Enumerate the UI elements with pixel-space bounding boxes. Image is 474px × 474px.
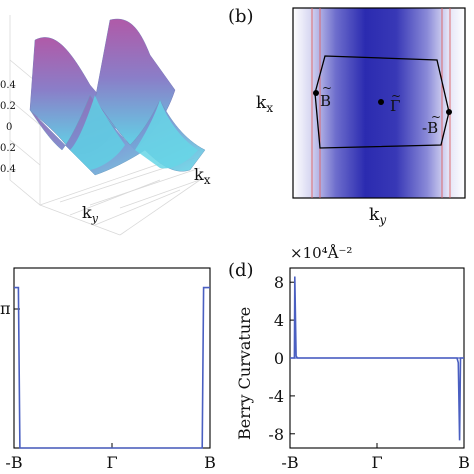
panel-d-series <box>290 276 464 441</box>
tick-label: 0 <box>6 122 12 133</box>
point-negB-label: -B <box>422 119 438 137</box>
surface-valley-left <box>70 95 125 170</box>
panel-a-x-axis-label: ky <box>82 203 99 225</box>
panel-c-plot: π -B Γ B <box>0 267 216 472</box>
surface-valley-right <box>135 100 198 169</box>
point-Gamma-label: Γ <box>390 97 400 115</box>
x-tick-label: B <box>204 453 216 472</box>
tick-label: 0.4 <box>0 164 16 175</box>
x-tick-label: Γ <box>371 453 382 472</box>
point-B-label: B <box>320 92 331 110</box>
panel-a-y-axis-label: kx <box>194 165 211 187</box>
panel-c-xticks: -B Γ B <box>5 443 216 472</box>
y-tick-label: -8 <box>268 425 284 444</box>
panel-c-axes-frame <box>13 267 211 449</box>
y-tick-label: 8 <box>274 273 284 292</box>
point-negB-tilde: ~ <box>431 110 441 124</box>
y-tick-label: 0 <box>274 349 284 368</box>
panel-d-yticks: 8 4 0 -4 -8 <box>268 273 295 444</box>
tick-label: 0.2 <box>0 143 16 154</box>
panel-b-bz-map: (b) ~ B ~ Γ ~ -B kx ky <box>228 6 466 227</box>
point-Gamma-marker <box>378 99 384 105</box>
y-tick-label: 4 <box>274 311 284 330</box>
bz-frame <box>292 7 466 199</box>
point-B-tilde: ~ <box>322 81 332 95</box>
point-B-marker <box>313 90 319 96</box>
point-Gamma-tilde: ~ <box>391 89 401 103</box>
y-tick-label: -4 <box>268 387 284 406</box>
panel-a-yticks: 0.4 0.2 0 0.2 0.4 <box>0 80 16 175</box>
x-tick-label: -B <box>5 453 22 472</box>
panel-d-xticks: -B Γ B <box>281 443 470 472</box>
panel-c-ytick-pi: π <box>0 299 11 318</box>
panel-d-label: (d) <box>228 260 254 281</box>
panel-d-plot: (d) ×10⁴Å⁻² Berry Curvature 8 4 0 -4 -8 -B Γ B <box>228 244 470 472</box>
x-tick-label: -B <box>281 453 298 472</box>
panel-b-x-axis-label: ky <box>369 205 386 227</box>
panel-b-label: (b) <box>228 6 254 27</box>
x-tick-label: Γ <box>106 453 117 472</box>
series-line <box>290 276 464 441</box>
panel-c-series <box>14 286 210 449</box>
panel-d-scale-label: ×10⁴Å⁻² <box>290 244 352 262</box>
panel-a-3d-plot: 0.4 0.2 0 0.2 0.4 ky kx <box>0 15 211 236</box>
series-line <box>14 286 210 449</box>
panel-b-y-axis-label: kx <box>256 93 273 115</box>
point-negB-marker <box>446 109 452 115</box>
tick-label: 0.4 <box>0 80 16 91</box>
bz-red-lines <box>311 8 451 198</box>
tick-label: 0.2 <box>0 101 16 112</box>
x-tick-label: B <box>458 453 470 472</box>
panel-d-y-axis-label: Berry Curvature <box>235 307 254 440</box>
